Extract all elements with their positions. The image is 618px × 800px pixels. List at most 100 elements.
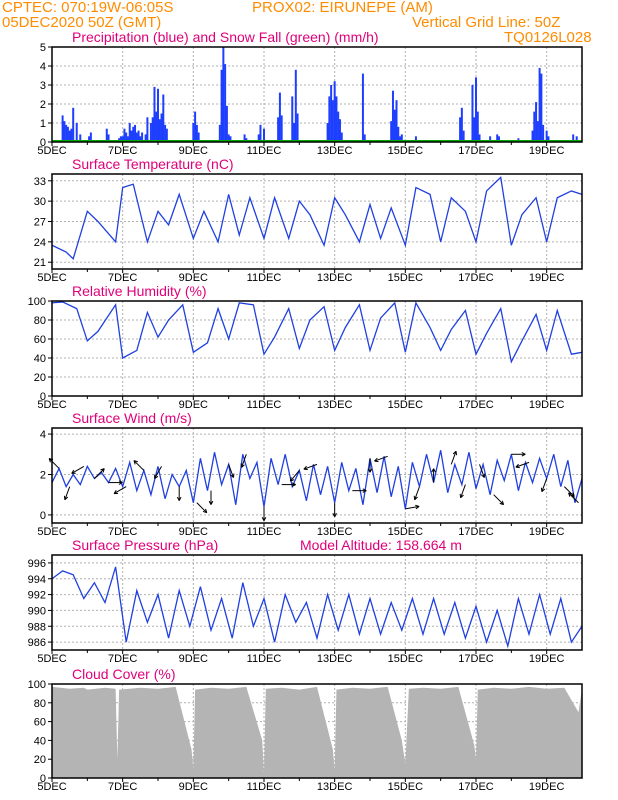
wind-arrow-head bbox=[176, 496, 182, 501]
precip-bar bbox=[540, 73, 543, 142]
wind-arrow bbox=[541, 478, 548, 492]
precip-bar bbox=[363, 134, 366, 142]
temp-panel: Surface Temperature (nC) 21 24 27 30 33 5DEC 7D… bbox=[34, 156, 583, 284]
panels: Precipitation (blue) and Snow Fall (gree… bbox=[28, 29, 583, 793]
precip-xtick-label: 7DEC bbox=[108, 145, 137, 157]
pres-panel: Surface Pressure (hPa) Model Altitude: 15… bbox=[28, 537, 583, 665]
precip-bar bbox=[89, 132, 92, 142]
temp-xtick-label: 9DEC bbox=[179, 272, 208, 284]
precip-bar bbox=[126, 136, 129, 142]
precip-bar bbox=[531, 130, 534, 142]
wind-arrow bbox=[414, 486, 420, 500]
precip-bar bbox=[61, 115, 64, 142]
precip-bar bbox=[218, 124, 221, 142]
wind-xtick-label: 15DEC bbox=[388, 526, 424, 538]
precip-bar bbox=[79, 134, 82, 142]
wind-arrow-head bbox=[452, 450, 458, 456]
precip-bar bbox=[153, 86, 156, 142]
pres-xtick-label: 13DEC bbox=[317, 653, 353, 665]
wind-arrow-head bbox=[118, 480, 123, 485]
wind-arrow-head bbox=[230, 473, 235, 478]
rh-ytick-label: 20 bbox=[34, 372, 46, 384]
precip-bar bbox=[160, 113, 163, 142]
wind-arrow bbox=[568, 492, 579, 504]
pres-ytick-label: 994 bbox=[28, 574, 46, 586]
precip-bar bbox=[293, 123, 296, 142]
wind-line bbox=[51, 450, 583, 509]
precip-bar bbox=[393, 109, 396, 142]
precip-bar bbox=[471, 85, 474, 142]
cloud-xtick-label: 13DEC bbox=[317, 781, 353, 793]
wind-arrow-head bbox=[240, 463, 245, 468]
precip-bar bbox=[337, 111, 340, 142]
rh-title: Relative Humidity (%) bbox=[72, 283, 207, 299]
precip-bar bbox=[399, 136, 402, 142]
cloud-xtick-label: 9DEC bbox=[179, 781, 208, 793]
precip-ytick-label: 1 bbox=[40, 118, 46, 130]
pres-ytick-label: 990 bbox=[28, 605, 46, 617]
precip-bar bbox=[330, 85, 333, 142]
precip-bar bbox=[460, 107, 463, 142]
precip-bar bbox=[121, 136, 124, 142]
precip-ytick-label: 0 bbox=[40, 137, 46, 149]
precip-bar bbox=[340, 132, 343, 142]
temp-title: Surface Temperature (nC) bbox=[72, 156, 234, 172]
cloud-ytick-label: 20 bbox=[34, 754, 46, 766]
cloud-ytick-label: 60 bbox=[34, 717, 46, 729]
temp-ytick-label: 21 bbox=[34, 257, 46, 269]
header-date: 05DEC2020 50Z (GMT) bbox=[2, 14, 161, 31]
pres-xtick-label: 5DEC bbox=[37, 653, 66, 665]
precip-bar bbox=[144, 134, 147, 142]
temp-xtick-label: 7DEC bbox=[108, 272, 137, 284]
wind-arrow-head bbox=[303, 465, 308, 471]
precip-bar bbox=[391, 90, 394, 142]
cloud-xtick-label: 11DEC bbox=[247, 781, 282, 793]
wind-arrow bbox=[71, 465, 85, 474]
temp-ytick-label: 30 bbox=[34, 196, 46, 208]
wind-arrow bbox=[48, 458, 60, 469]
cloud-ytick-label: 80 bbox=[34, 698, 46, 710]
rh-xtick-label: 15DEC bbox=[388, 399, 424, 411]
wind-arrow-head bbox=[521, 452, 526, 457]
wind-arrow-head bbox=[208, 500, 214, 505]
cloud-frame bbox=[51, 683, 583, 779]
wind-arrow-head bbox=[113, 489, 119, 495]
precip-ytick-label: 3 bbox=[40, 80, 46, 92]
precip-ytick-label: 2 bbox=[40, 99, 46, 111]
rh-ytick-label: 80 bbox=[34, 315, 46, 327]
precip-bar bbox=[165, 128, 168, 142]
cloud-xtick-label: 5DEC bbox=[37, 781, 66, 793]
temp-xtick-label: 5DEC bbox=[37, 272, 66, 284]
precip-bar bbox=[225, 105, 228, 142]
precip-bar bbox=[65, 124, 68, 142]
precip-bar bbox=[105, 128, 108, 142]
wind-arrow bbox=[154, 466, 162, 479]
wind-panel: Surface Wind (m/s) 0 2 4 5DEC 7DEC 9DEC 11DEC 13… bbox=[37, 410, 583, 538]
precip-bar bbox=[222, 47, 225, 142]
wind-arrow bbox=[196, 502, 208, 514]
cloud-title: Cloud Cover (%) bbox=[72, 666, 175, 682]
wind-arrow-head bbox=[133, 460, 138, 465]
precip-bar bbox=[328, 96, 331, 142]
pres-title: Surface Pressure (hPa) bbox=[72, 537, 218, 553]
rh-panel: Relative Humidity (%) 0 20 40 60 80 100 5DEC 7DE… bbox=[28, 283, 583, 411]
wind-ytick-label: 2 bbox=[40, 469, 46, 481]
wind-xtick-label: 19DEC bbox=[529, 526, 565, 538]
wind-arrow-head bbox=[367, 468, 373, 473]
pres-frame bbox=[51, 554, 583, 651]
wind-arrow-head bbox=[374, 457, 379, 463]
precip-ytick-label: 5 bbox=[40, 42, 46, 54]
precip-bar bbox=[220, 69, 223, 142]
precip-ytick-label: 4 bbox=[40, 61, 46, 73]
precip-bar bbox=[195, 124, 198, 142]
precip-bar bbox=[263, 128, 265, 142]
precip-bar bbox=[335, 96, 338, 142]
wind-title: Surface Wind (m/s) bbox=[72, 410, 192, 426]
precip-bar bbox=[157, 88, 159, 142]
precip-bar bbox=[533, 111, 536, 142]
precip-bar bbox=[128, 123, 131, 142]
wind-arrow-head bbox=[459, 493, 464, 499]
precip-bar bbox=[473, 117, 476, 142]
precip-bar bbox=[63, 121, 66, 142]
